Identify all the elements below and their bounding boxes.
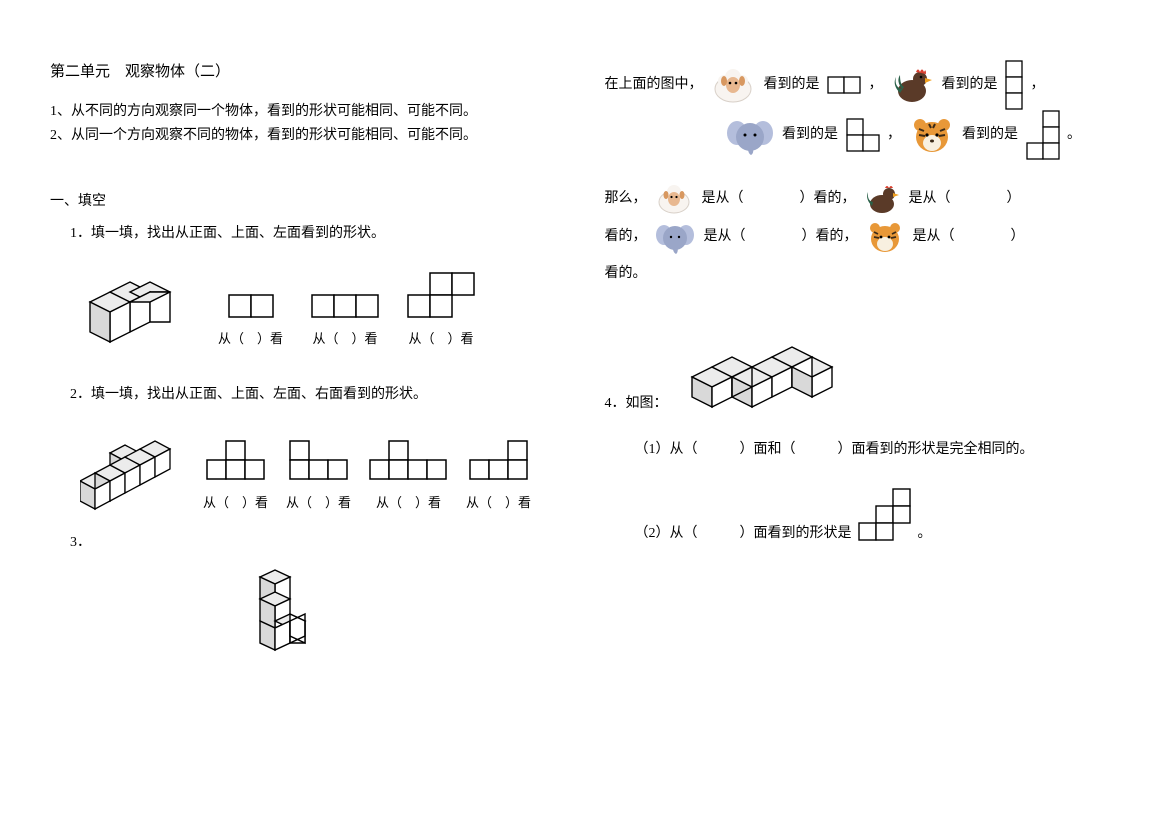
text: 在上面的图中， <box>605 77 703 92</box>
q3-paragraph-1: 在上面的图中， 看到的是 ， <box>605 60 1130 160</box>
text: 是从（ ） <box>909 191 1021 206</box>
elephant-icon <box>725 113 775 157</box>
text: 是从（ ）看的， <box>704 229 858 244</box>
q2-view3-icon <box>369 440 448 482</box>
tiger-icon <box>909 113 955 157</box>
q2-caption-4: 从（ ）看 <box>466 492 531 511</box>
text: ， <box>869 77 883 92</box>
q2-caption-2: 从（ ）看 <box>286 492 351 511</box>
text: ， <box>887 127 901 142</box>
q1-view3-icon <box>407 272 475 318</box>
tiger-icon <box>865 218 905 256</box>
grid-revL-icon <box>1026 110 1060 160</box>
q3-paragraph-2: 那么， 是从（ ）看的， <box>605 180 1130 292</box>
q1-caption-1: 从（ ）看 <box>218 328 283 347</box>
q2-view1-icon <box>206 440 266 482</box>
rooster-icon <box>863 180 901 218</box>
q4-label: 4．如图： <box>605 392 668 412</box>
q2-caption-1: 从（ ）看 <box>203 492 268 511</box>
question-1-text: 1．填一填，找出从正面、上面、左面看到的形状。 <box>70 222 575 242</box>
question-4: 4．如图： <box>605 332 1130 412</box>
text: 看到的是 <box>764 77 820 92</box>
text: 。 <box>1067 127 1081 142</box>
q2-figure-row: 从（ ）看 从（ ）看 从（ ）看 <box>80 433 575 511</box>
text: 看到的是 <box>782 127 838 142</box>
q2-caption-3: 从（ ）看 <box>376 492 441 511</box>
q4-step-shape-icon <box>858 488 912 542</box>
q1-figure-row: 从（ ）看 从（ ）看 从（ ）看 <box>80 272 575 347</box>
q4-part1: （1）从（ ）面和（ ）面看到的形状是完全相同的。 <box>635 438 1130 458</box>
grid-L-icon <box>846 118 880 152</box>
q1-view1-icon <box>228 294 274 318</box>
text: 看的， <box>605 229 647 244</box>
q4-solid-icon <box>682 332 852 412</box>
intro-line-2: 2、从同一个方向观察不同的物体，看到的形状可能相同、可能不同。 <box>50 125 575 147</box>
q2-solid-icon <box>80 433 185 511</box>
intro-line-1: 1、从不同的方向观察同一个物体，看到的形状可能相同、可能不同。 <box>50 101 575 123</box>
text: 是从（ ） <box>913 229 1025 244</box>
text: 那么， <box>605 191 647 206</box>
q2-view2-icon <box>289 440 349 482</box>
text: 。 <box>918 522 932 542</box>
text: 是从（ ）看的， <box>702 191 856 206</box>
q4-part2: （2）从（ ）面看到的形状是 。 <box>635 488 1130 542</box>
q1-view2-icon <box>311 294 379 318</box>
sheep-icon <box>710 63 756 107</box>
q1-solid-icon <box>80 277 190 347</box>
elephant-icon <box>654 218 696 256</box>
grid-1x3-icon <box>1005 60 1023 110</box>
q2-view4-icon <box>469 440 529 482</box>
q1-caption-2: 从（ ）看 <box>313 328 378 347</box>
text: 看到的是 <box>962 127 1018 142</box>
rooster-icon <box>890 63 934 107</box>
q3-solid-icon <box>250 567 320 657</box>
section-header: 一、填空 <box>50 190 575 210</box>
text: 看到的是 <box>942 77 998 92</box>
unit-title: 第二单元 观察物体（二） <box>50 60 575 81</box>
text: （2）从（ ）面看到的形状是 <box>635 522 852 542</box>
q1-caption-3: 从（ ）看 <box>409 328 474 347</box>
question-2-text: 2．填一填，找出从正面、上面、左面、右面看到的形状。 <box>70 383 575 403</box>
question-3-label: 3． <box>70 531 575 551</box>
sheep-icon <box>654 180 694 218</box>
grid-2x1-icon <box>827 76 861 94</box>
text: ， <box>1031 77 1045 92</box>
text: 看的。 <box>605 266 647 281</box>
